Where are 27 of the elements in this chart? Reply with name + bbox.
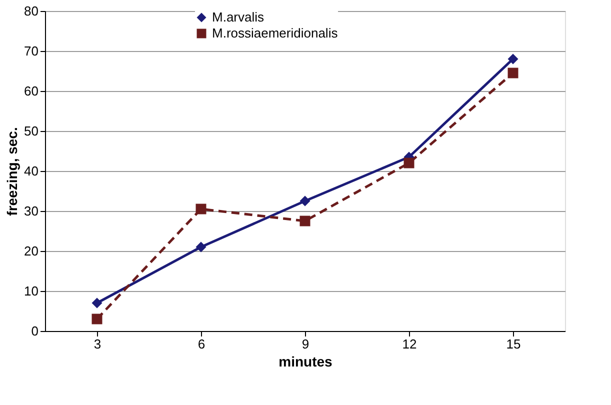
point [300, 216, 310, 226]
x-axis-title: minutes [278, 354, 333, 370]
point [404, 158, 414, 168]
y-tick-label: 0 [31, 324, 38, 338]
y-tick-label: 40 [24, 164, 38, 178]
point [92, 298, 102, 308]
point [508, 54, 518, 64]
x-tick-label: 6 [198, 336, 206, 352]
point [300, 196, 310, 206]
y-tick-label: 50 [24, 124, 38, 138]
y-tick-label: 70 [24, 44, 38, 58]
point [508, 68, 518, 78]
x-tick-label: 3 [94, 336, 102, 352]
legend-label: M.arvalis [212, 10, 265, 24]
point [196, 204, 206, 214]
y-tick-label: 30 [24, 204, 38, 218]
x-tick-label: 9 [302, 336, 310, 352]
y-tick-label: 20 [24, 244, 38, 258]
x-tick-label: 15 [506, 336, 521, 352]
y-axis-title: freezing, sec. [4, 127, 20, 216]
y-tick-label: 60 [24, 84, 38, 98]
y-tick-label: 10 [24, 284, 38, 298]
y-tick-label: 80 [24, 4, 38, 18]
point [196, 242, 206, 252]
legend-label: M.rossiaemeridionalis [212, 26, 338, 40]
x-tick-label: 12 [402, 336, 417, 352]
point [92, 314, 102, 324]
